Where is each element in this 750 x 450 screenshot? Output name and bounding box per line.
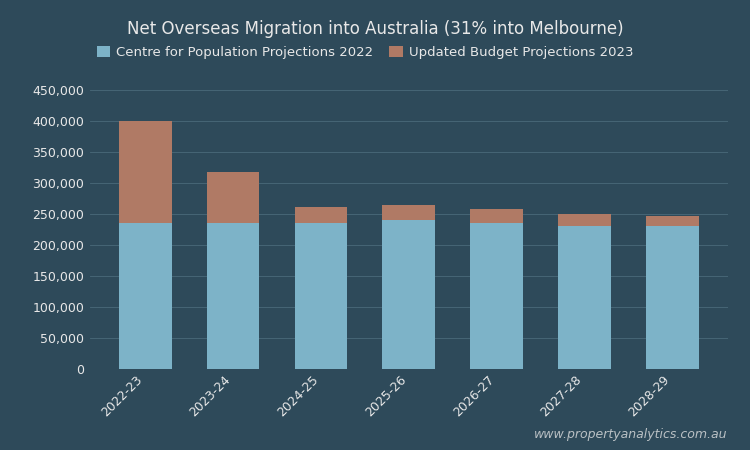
Bar <box>382 220 435 369</box>
Bar <box>470 209 523 223</box>
Bar <box>119 223 172 369</box>
Bar <box>558 226 610 369</box>
Legend: Centre for Population Projections 2022, Updated Budget Projections 2023: Centre for Population Projections 2022, … <box>97 46 634 59</box>
Bar <box>295 207 347 223</box>
Text: Net Overseas Migration into Australia (31% into Melbourne): Net Overseas Migration into Australia (3… <box>127 20 623 38</box>
Bar <box>295 223 347 369</box>
Bar <box>207 223 260 369</box>
Bar <box>207 172 260 223</box>
Bar <box>646 216 698 226</box>
Bar <box>382 205 435 220</box>
Bar <box>558 214 610 226</box>
Bar <box>646 226 698 369</box>
Bar <box>119 121 172 223</box>
Text: www.propertyanalytics.com.au: www.propertyanalytics.com.au <box>534 428 728 441</box>
Bar <box>470 223 523 369</box>
